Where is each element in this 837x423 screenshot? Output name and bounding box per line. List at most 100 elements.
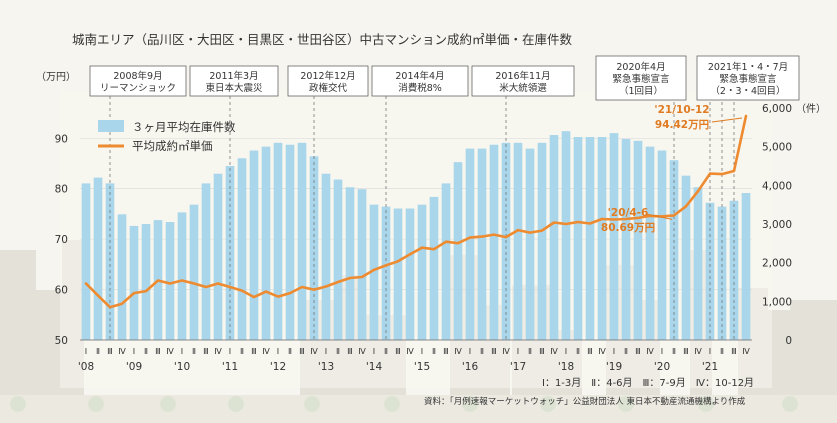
- price-point: [193, 282, 195, 285]
- x-quarter-label: Ⅲ: [683, 346, 689, 356]
- x-year-label: '19: [606, 361, 622, 373]
- x-quarter-label: Ⅳ: [550, 346, 558, 356]
- x-quarter-label: Ⅱ: [192, 346, 196, 356]
- price-point: [301, 286, 303, 288]
- tree-shape: [228, 396, 244, 412]
- tree-shape: [384, 396, 400, 412]
- price-point: [325, 285, 327, 288]
- event-box-frame: [89, 65, 187, 97]
- event-label-text: 2016年11月: [495, 70, 550, 82]
- event-lines-layer: [109, 96, 735, 340]
- inventory-bar: [105, 183, 115, 340]
- price-point: [517, 229, 519, 231]
- x-quarter-label: Ⅲ: [107, 346, 113, 356]
- event-box-frame: [595, 55, 687, 101]
- x-year-label: '09: [126, 361, 142, 373]
- x-year-label: '17: [510, 361, 526, 373]
- event-label-text: 2020年4月: [616, 61, 665, 73]
- x-year-label: '20: [654, 361, 670, 373]
- price-point: [205, 286, 207, 288]
- inventory-bar: [237, 158, 247, 340]
- price-point: [181, 279, 183, 282]
- event-label-text: 2008年9月: [113, 70, 162, 82]
- x-quarter-label: Ⅰ: [661, 346, 663, 356]
- price-point: [649, 215, 651, 217]
- source-note: 資料：「月例速報マーケットウォッチ」公益財団法人 東日本不動産流通機構より作成: [424, 396, 746, 407]
- x-quarter-label: Ⅰ: [229, 346, 231, 356]
- price-point: [541, 229, 543, 232]
- price-point: [493, 233, 495, 236]
- x-quarter-label: Ⅳ: [742, 346, 750, 356]
- inventory-bar: [369, 204, 379, 340]
- price-point: [721, 173, 723, 175]
- event-box-frame: [371, 65, 469, 97]
- tree-shape: [782, 396, 798, 412]
- price-point: [697, 190, 699, 193]
- price-point: [157, 279, 159, 282]
- x-quarter-label: Ⅲ: [443, 346, 449, 356]
- x-quarter-label: Ⅰ: [277, 346, 279, 356]
- inventory-bar: [81, 183, 91, 340]
- event-label-text: 緊急事態宣言: [719, 73, 777, 85]
- y-right-tick-label: 1,000: [762, 296, 792, 308]
- building-shape: [0, 250, 36, 423]
- price-point: [601, 218, 603, 220]
- price-point: [625, 218, 627, 220]
- x-quarter-label: Ⅱ: [288, 346, 292, 356]
- x-quarter-label: Ⅳ: [214, 346, 222, 356]
- x-year-label: '21: [702, 361, 718, 373]
- y-left-tick-label: 90: [55, 133, 68, 145]
- inventory-bar: [249, 150, 259, 340]
- price-point: [433, 248, 435, 251]
- x-quarter-label: Ⅰ: [85, 346, 87, 356]
- tree-shape: [618, 396, 634, 412]
- price-point: [589, 222, 591, 225]
- event-box-frame: [471, 65, 575, 97]
- y-right-tick-label: 6,000: [762, 103, 792, 115]
- price-point: [445, 240, 447, 243]
- event-label-text: 2021年1・4・7月: [708, 61, 788, 73]
- x-quarter-label: Ⅰ: [469, 346, 471, 356]
- price-point: [613, 218, 615, 221]
- price-point: [133, 292, 135, 294]
- inventory-bar: [597, 137, 607, 340]
- x-quarter-label: Ⅲ: [155, 346, 161, 356]
- inventory-bar: [465, 148, 475, 340]
- inventory-bar: [717, 206, 727, 340]
- x-quarter-label: Ⅲ: [587, 346, 593, 356]
- x-quarter-label: Ⅳ: [502, 346, 510, 356]
- event-box-frame: [189, 65, 279, 97]
- x-quarter-label: Ⅲ: [395, 346, 401, 356]
- x-quarter-label: Ⅳ: [262, 346, 270, 356]
- x-quarter-label: Ⅰ: [565, 346, 567, 356]
- price-point: [265, 290, 267, 293]
- annotation-2021-value: 94.42万円: [655, 119, 709, 131]
- price-line: [84, 114, 748, 309]
- y-left-tick-label: 80: [55, 184, 68, 196]
- x-quarter-label: Ⅳ: [310, 346, 318, 356]
- x-year-label: '13: [318, 361, 334, 373]
- event-box-frame: [696, 55, 800, 101]
- legend-label-inventory: ３ヶ月平均在庫件数: [132, 120, 236, 134]
- inventory-bar: [297, 142, 307, 340]
- event-label-text: 2011年3月: [209, 70, 258, 82]
- x-quarter-label: Ⅰ: [613, 346, 615, 356]
- price-point: [577, 221, 579, 223]
- x-quarter-label: Ⅲ: [731, 346, 737, 356]
- annotation-2020-value: 80.69万円: [601, 222, 655, 234]
- inventory-bar: [633, 140, 643, 340]
- event-label-text: 東日本大震災: [205, 82, 263, 94]
- annotations-layer: '20/4-6 80.69万円 '21/10-12 94.42万円: [601, 104, 743, 234]
- tree-shape: [304, 396, 320, 412]
- event-label-text: 政権交代: [309, 82, 348, 94]
- price-point: [385, 264, 387, 267]
- x-quarter-label: Ⅱ: [336, 346, 340, 356]
- x-quarter-label: Ⅲ: [203, 346, 209, 356]
- x-quarter-label: Ⅲ: [251, 346, 257, 356]
- price-point: [709, 172, 711, 175]
- inventory-bar: [477, 148, 487, 340]
- inventory-bar: [177, 212, 187, 340]
- inventory-bar: [681, 175, 691, 340]
- inventory-bar: [741, 193, 751, 340]
- tree-shape: [462, 396, 478, 412]
